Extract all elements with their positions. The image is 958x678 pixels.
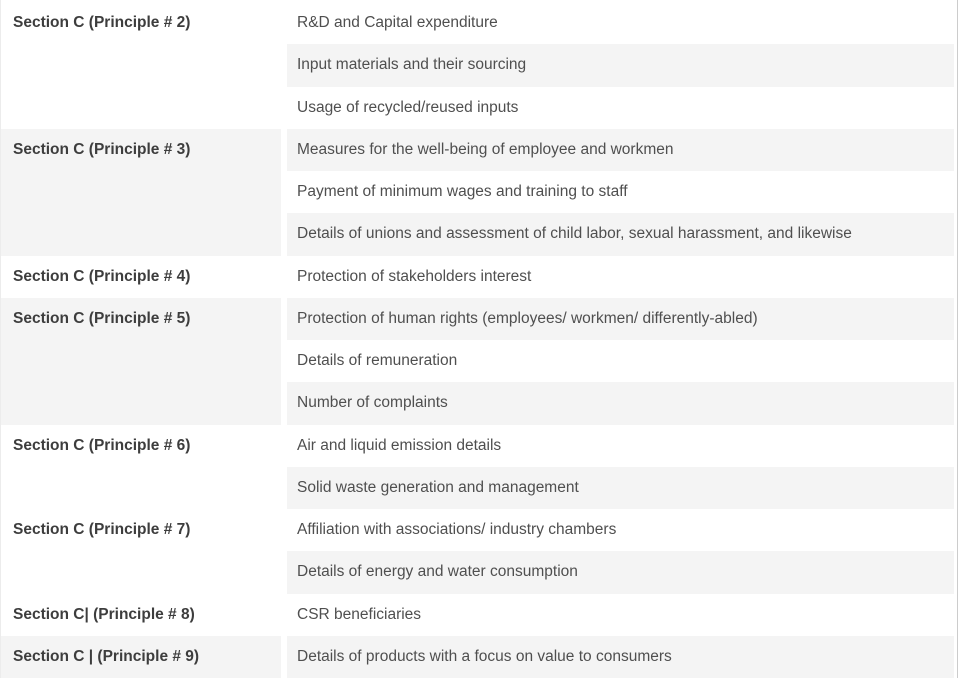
section-label: Section C (Principle # 5) [1, 297, 281, 425]
table-row: Usage of recycled/reused inputs [287, 86, 954, 129]
section-group: Section C (Principle # 7) Affiliation wit… [1, 509, 957, 594]
section-group: Section C (Principle # 3) Measures for th… [1, 128, 957, 256]
topic-list: R&D and Capital expenditure Input materia… [287, 2, 954, 129]
table-row: CSR beneficiaries [287, 593, 954, 636]
table-row: R&D and Capital expenditure [287, 2, 954, 45]
table-row: Protection of stakeholders interest [287, 255, 954, 298]
section-label: Section C | (Principle # 9) [1, 635, 281, 678]
table-row: Air and liquid emission details [287, 424, 954, 467]
section-group: Section C (Principle # 5) Protection of h… [1, 297, 957, 425]
topic-list: Protection of human rights (employees/ w… [287, 297, 954, 425]
table-row: Details of unions and assessment of chil… [287, 213, 954, 256]
topic-list: Affiliation with associations/ industry … [287, 509, 954, 594]
section-label: Section C (Principle # 3) [1, 128, 281, 256]
section-label: Section C| (Principle # 8) [13, 605, 195, 623]
table-row: Details of products with a focus on valu… [287, 635, 954, 678]
table-row: Number of complaints [287, 382, 954, 425]
section-group: Section C | (Principle # 9) Details of pr… [1, 635, 957, 678]
table-row: Payment of minimum wages and training to… [287, 171, 954, 214]
table-row: Protection of human rights (employees/ w… [287, 297, 954, 340]
section-label: Section C (Principle # 2) [13, 14, 191, 31]
section-group: Section C| (Principle # 8) CSR beneficiar… [1, 593, 957, 636]
section-group: Section C (Principle # 6) Air and liquid … [1, 424, 957, 509]
topic-list: Air and liquid emission details Solid was… [287, 424, 954, 509]
table-row: Input materials and their sourcing [287, 44, 954, 87]
section-group: Section C (Principle # 4) Protection of s… [1, 255, 957, 298]
table-row: Measures for the well-being of employee … [287, 128, 954, 171]
topic-list: Measures for the well-being of employee … [287, 128, 954, 256]
topic-list: Details of products with a focus on valu… [287, 635, 954, 678]
section-label: Section C (Principle # 6) [13, 436, 191, 454]
section-label: Section C (Principle # 4) [13, 267, 191, 285]
table-row: Affiliation with associations/ industry … [287, 509, 954, 552]
table-row: Details of remuneration [287, 340, 954, 383]
table-row: Solid waste generation and management [287, 466, 954, 509]
topic-list: Protection of stakeholders interest [287, 255, 954, 298]
topic-list: CSR beneficiaries [287, 593, 954, 636]
table-row: Details of energy and water consumption [287, 551, 954, 594]
section-label: Section C (Principle # 7) [13, 521, 191, 538]
section-group: Section C (Principle # 2) R&D and Capital… [1, 2, 957, 129]
